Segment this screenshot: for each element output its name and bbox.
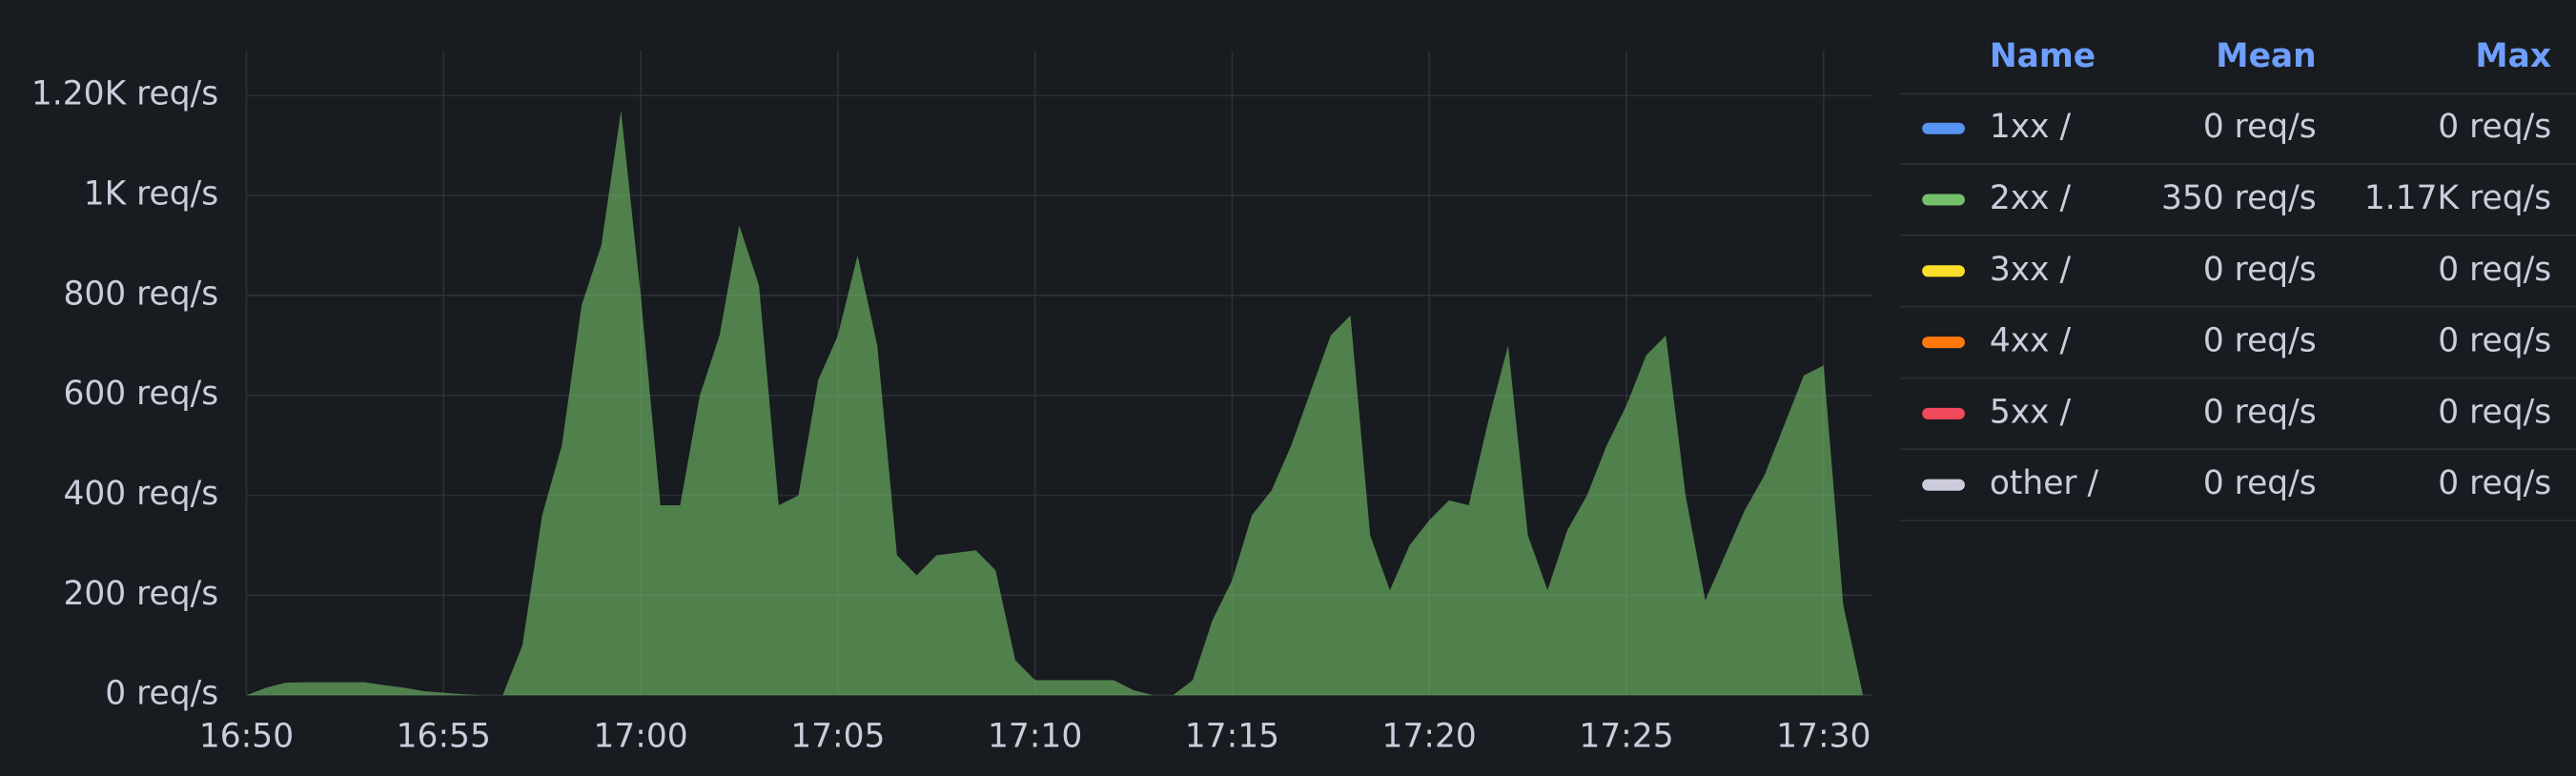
legend-max: 0 req/s bbox=[2438, 393, 2551, 431]
legend-mean: 0 req/s bbox=[2203, 108, 2317, 146]
legend-name[interactable]: 1xx / bbox=[1990, 108, 2072, 146]
y-tick-label: 600 req/s bbox=[63, 375, 218, 413]
legend-mean: 0 req/s bbox=[2203, 393, 2317, 431]
legend-swatch[interactable] bbox=[1922, 407, 1965, 419]
y-tick-label: 800 req/s bbox=[63, 275, 218, 313]
legend-mean: 0 req/s bbox=[2203, 322, 2317, 360]
legend-max: 0 req/s bbox=[2438, 464, 2551, 502]
legend-swatch[interactable] bbox=[1922, 265, 1965, 277]
x-tick-label: 17:00 bbox=[593, 718, 687, 756]
legend-swatch[interactable] bbox=[1922, 122, 1965, 134]
series-area bbox=[246, 110, 1864, 696]
legend-max: 0 req/s bbox=[2438, 108, 2551, 146]
x-tick-label: 17:30 bbox=[1776, 718, 1871, 756]
x-tick-label: 16:55 bbox=[397, 718, 491, 756]
x-tick-label: 17:15 bbox=[1185, 718, 1279, 756]
legend-max: 1.17K req/s bbox=[2364, 179, 2551, 217]
x-tick-label: 17:10 bbox=[988, 718, 1082, 756]
y-tick-label: 400 req/s bbox=[63, 475, 218, 513]
legend-header[interactable]: Mean bbox=[2216, 37, 2316, 75]
legend-swatch[interactable] bbox=[1922, 337, 1965, 349]
legend-max: 0 req/s bbox=[2438, 322, 2551, 360]
y-tick-label: 1.20K req/s bbox=[31, 75, 218, 113]
x-tick-label: 16:50 bbox=[199, 718, 294, 756]
legend-swatch[interactable] bbox=[1922, 194, 1965, 206]
legend-mean: 0 req/s bbox=[2203, 464, 2317, 502]
y-tick-label: 1K req/s bbox=[84, 175, 219, 214]
x-tick-label: 17:05 bbox=[790, 718, 885, 756]
legend-name[interactable]: 2xx / bbox=[1990, 179, 2072, 217]
legend-mean: 350 req/s bbox=[2161, 179, 2317, 217]
legend-name[interactable]: other / bbox=[1990, 464, 2099, 502]
legend-mean: 0 req/s bbox=[2203, 251, 2317, 289]
legend-swatch[interactable] bbox=[1922, 479, 1965, 491]
legend-header[interactable]: Max bbox=[2475, 37, 2551, 75]
legend-header[interactable]: Name bbox=[1990, 37, 2096, 75]
legend-name[interactable]: 3xx / bbox=[1990, 251, 2072, 289]
legend-name[interactable]: 5xx / bbox=[1990, 393, 2072, 431]
y-tick-label: 200 req/s bbox=[63, 575, 218, 613]
legend-max: 0 req/s bbox=[2438, 251, 2551, 289]
x-tick-label: 17:25 bbox=[1579, 718, 1673, 756]
x-tick-label: 17:20 bbox=[1382, 718, 1477, 756]
legend-name[interactable]: 4xx / bbox=[1990, 322, 2072, 360]
y-tick-label: 0 req/s bbox=[105, 675, 218, 713]
